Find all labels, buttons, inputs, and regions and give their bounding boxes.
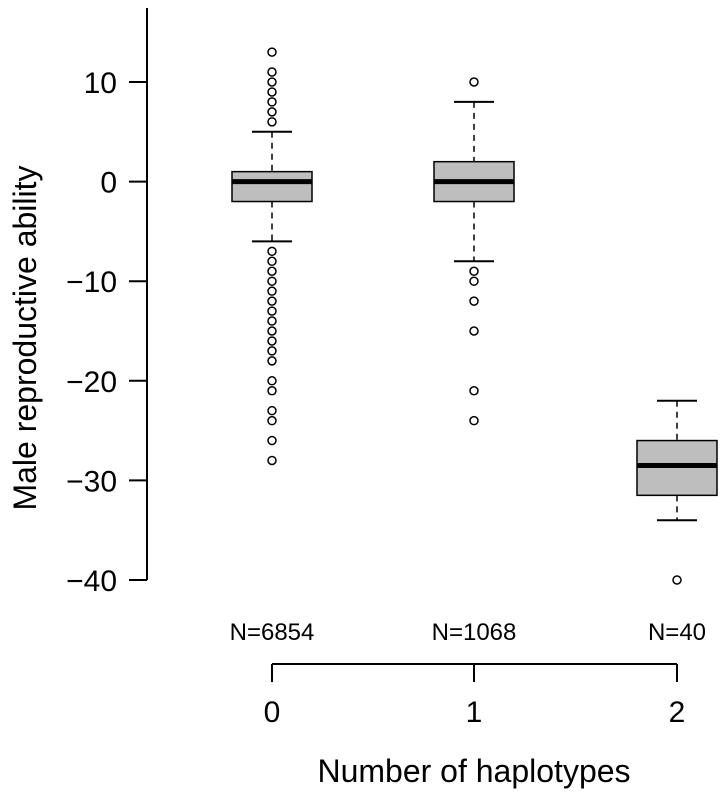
outlier-point xyxy=(267,316,277,326)
sample-size-label: N=6854 xyxy=(230,619,315,646)
outlier-point xyxy=(469,326,479,336)
outlier-point xyxy=(267,296,277,306)
y-tick-label: −40 xyxy=(66,565,117,598)
outlier-point xyxy=(267,117,277,127)
outlier-point xyxy=(469,276,479,286)
outlier-point xyxy=(672,575,682,585)
x-tick-label: 2 xyxy=(669,696,686,729)
outlier-point xyxy=(267,47,277,57)
x-axis: 0 1 2 xyxy=(264,663,686,729)
outlier-point xyxy=(267,336,277,346)
outlier-point xyxy=(469,77,479,87)
outlier-point xyxy=(267,286,277,296)
sample-size-label: N=40 xyxy=(648,619,706,646)
sample-size-label: N=1068 xyxy=(432,619,517,646)
outlier-point xyxy=(267,67,277,77)
box-2 xyxy=(636,399,718,585)
box-0 xyxy=(231,47,313,466)
outlier-point xyxy=(267,256,277,267)
outlier-point xyxy=(267,326,277,336)
outlier-point xyxy=(267,87,277,97)
outlier-point xyxy=(267,455,277,466)
y-tick-label: −20 xyxy=(66,366,117,399)
y-tick-label: −30 xyxy=(66,465,117,498)
outlier-point xyxy=(267,376,277,386)
x-tick-label: 1 xyxy=(466,696,483,729)
outlier-point xyxy=(267,356,277,366)
outlier-point xyxy=(267,246,277,257)
outlier-point xyxy=(267,266,277,276)
box-1 xyxy=(433,77,515,426)
outlier-point xyxy=(267,386,277,396)
outlier-point xyxy=(267,415,277,426)
y-tick-label: 0 xyxy=(100,167,117,200)
y-tick-label: −10 xyxy=(66,266,117,299)
outlier-point xyxy=(267,405,277,416)
y-tick-label: 10 xyxy=(84,67,117,100)
outlier-point xyxy=(267,276,277,286)
outlier-point xyxy=(469,415,479,426)
outlier-point xyxy=(267,346,277,356)
outlier-point xyxy=(469,296,479,306)
outlier-point xyxy=(267,77,277,87)
x-tick-label: 0 xyxy=(264,696,281,729)
n-label-group: N=6854 N=1068 N=40 xyxy=(230,619,706,646)
outlier-point xyxy=(469,266,479,276)
y-axis: 10 0 −10 −20 −30 −40 xyxy=(66,8,148,598)
iqr-box xyxy=(231,170,313,203)
outlier-point xyxy=(267,435,277,446)
x-axis-title: Number of haplotypes xyxy=(317,753,630,789)
outlier-point xyxy=(267,107,277,117)
outlier-point xyxy=(469,386,479,396)
outlier-point xyxy=(267,97,277,107)
y-axis-title: Male reproductive ability xyxy=(7,165,43,510)
outlier-point xyxy=(267,306,277,316)
box-group xyxy=(231,47,718,585)
